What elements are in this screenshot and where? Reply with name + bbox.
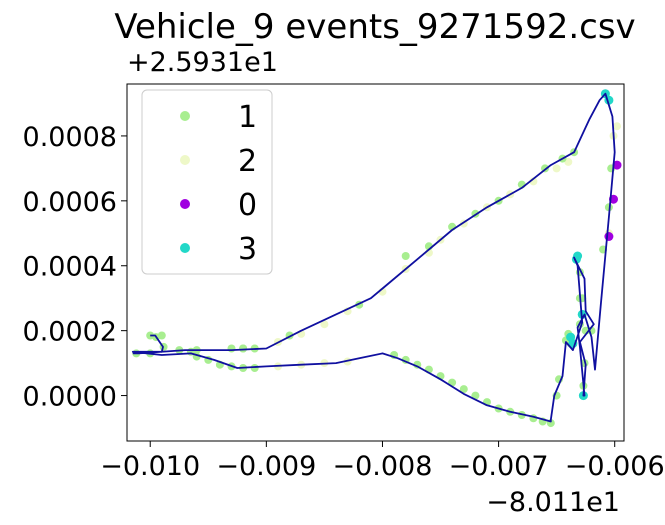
y-tick-label: 0.0006 xyxy=(23,187,117,218)
series-0-point xyxy=(604,232,614,241)
y-tick-label: 0.0002 xyxy=(23,317,117,348)
chart-title: Vehicle_9 events_9271592.csv xyxy=(114,7,635,47)
legend-label-0: 0 xyxy=(238,188,257,223)
series-1-point xyxy=(157,331,166,340)
legend-label-2: 2 xyxy=(238,144,257,179)
plot-area xyxy=(131,89,642,428)
series-2-point xyxy=(613,122,621,131)
series-1-point xyxy=(227,344,236,353)
legend-label-3: 3 xyxy=(238,232,257,267)
series-1-point xyxy=(401,252,410,260)
series-2-point xyxy=(552,164,561,173)
x-tick-label: −0.007 xyxy=(449,451,549,482)
y-tick-label: 0.0004 xyxy=(23,252,117,283)
x-tick-label: −0.006 xyxy=(565,451,665,482)
axes-frame xyxy=(126,83,625,442)
y-tick-label: 0.0008 xyxy=(23,122,117,153)
series-1-point xyxy=(239,344,248,353)
series-2-point xyxy=(634,113,642,121)
axis-ticks: −0.010 −0.009 −0.008 −0.007 −0.006 0.0000 0.00… xyxy=(23,122,665,482)
legend-marker-1 xyxy=(180,111,190,121)
series-2-point xyxy=(564,157,573,166)
series-2-point xyxy=(320,320,329,329)
legend: 1 2 0 3 xyxy=(141,89,273,275)
y-offset-label: +2.5931e1 xyxy=(127,47,278,78)
trajectory-line xyxy=(131,92,616,423)
series-1-point xyxy=(471,391,480,400)
x-tick-label: −0.009 xyxy=(216,451,316,482)
series-1-point xyxy=(459,385,468,394)
x-offset-label: −8.011e1 xyxy=(486,487,620,518)
y-tick-label: 0.0000 xyxy=(23,382,117,413)
series-0-point xyxy=(612,160,622,170)
x-tick-label: −0.010 xyxy=(100,451,200,482)
legend-label-1: 1 xyxy=(238,100,257,135)
x-tick-label: −0.008 xyxy=(333,451,433,482)
legend-marker-0 xyxy=(180,199,190,209)
legend-box xyxy=(141,89,273,275)
legend-marker-2 xyxy=(180,155,190,165)
legend-marker-3 xyxy=(180,243,190,253)
series-1-point xyxy=(250,364,259,372)
